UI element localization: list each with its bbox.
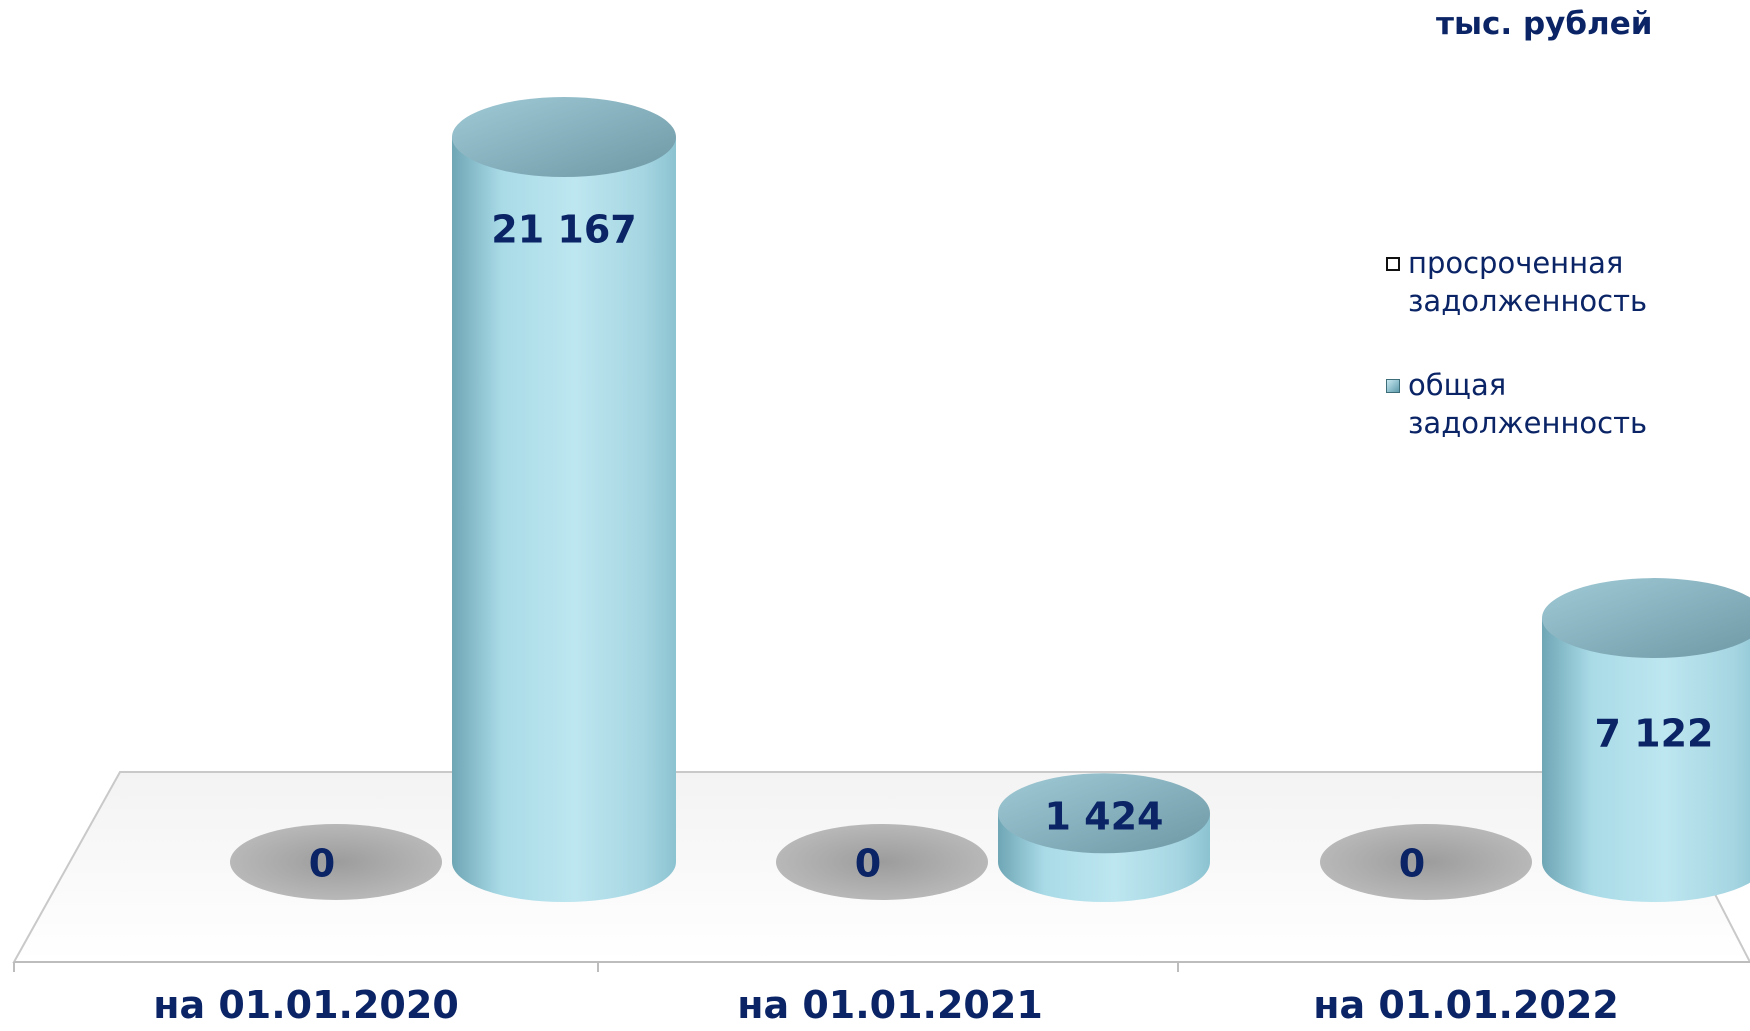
bar-total-1 [998, 773, 1210, 902]
chart-marks: 0 21 167 0 1 424 0 7 122 [230, 97, 1750, 902]
legend-label-overdue: просроченная задолженность [1408, 246, 1648, 318]
legend-label-total: общая задолженность [1408, 368, 1648, 440]
legend: просроченная задолженность общая задолже… [1386, 244, 1668, 488]
data-label-total-1: 1 424 [1045, 795, 1164, 839]
data-label-overdue-2: 0 [1399, 842, 1425, 886]
bar-total-2 [1542, 578, 1750, 902]
legend-swatch-total [1386, 379, 1400, 393]
data-label-total-2: 7 122 [1595, 712, 1714, 756]
data-label-total-0: 21 167 [491, 208, 636, 252]
bar-overdue-2 [1320, 824, 1532, 900]
x-axis [13, 962, 1179, 972]
x-axis-labels: на 01.01.2020 на 01.01.2021 на 01.01.2022 [153, 983, 1619, 1027]
x-tick-label-0: на 01.01.2020 [153, 983, 459, 1027]
x-tick-label-1: на 01.01.2021 [737, 983, 1043, 1027]
bar-overdue-0 [230, 824, 442, 900]
x-tick-label-2: на 01.01.2022 [1313, 983, 1619, 1027]
data-label-overdue-0: 0 [309, 842, 335, 886]
legend-swatch-overdue [1386, 257, 1400, 271]
legend-item-total: общая задолженность [1386, 366, 1668, 442]
bar-overdue-1 [776, 824, 988, 900]
data-label-overdue-1: 0 [855, 842, 881, 886]
legend-item-overdue: просроченная задолженность [1386, 244, 1668, 320]
unit-label: тыс. рублей [1436, 6, 1653, 42]
bar-total-0 [452, 97, 676, 902]
